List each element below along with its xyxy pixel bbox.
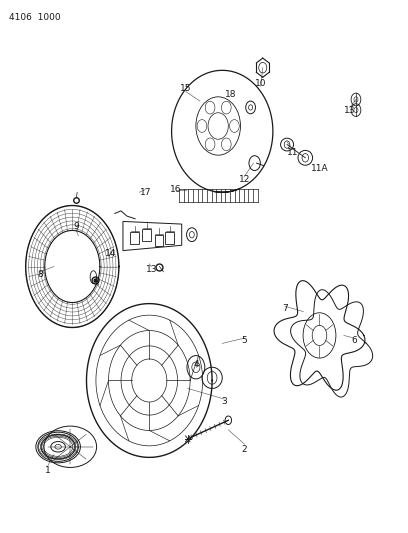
Text: 13: 13 [344,106,356,115]
Text: 15: 15 [180,84,191,93]
Text: 7: 7 [282,304,288,313]
Text: 9: 9 [73,222,79,231]
Text: 6: 6 [351,336,357,345]
Text: 16: 16 [170,185,182,194]
Text: 4: 4 [193,360,199,369]
Text: 14: 14 [105,249,117,258]
Text: 4106  1000: 4106 1000 [9,13,61,22]
Text: 17: 17 [140,188,151,197]
Text: 8: 8 [37,270,43,279]
Text: 2: 2 [242,445,247,454]
Text: 11A: 11A [310,164,328,173]
Text: 13: 13 [146,265,157,273]
Text: 3: 3 [222,397,227,406]
Text: 12: 12 [239,174,250,183]
Text: 11: 11 [287,148,299,157]
Text: 10: 10 [255,79,266,88]
Text: 5: 5 [242,336,247,345]
Text: 1: 1 [45,466,51,475]
Text: 18: 18 [224,90,236,99]
